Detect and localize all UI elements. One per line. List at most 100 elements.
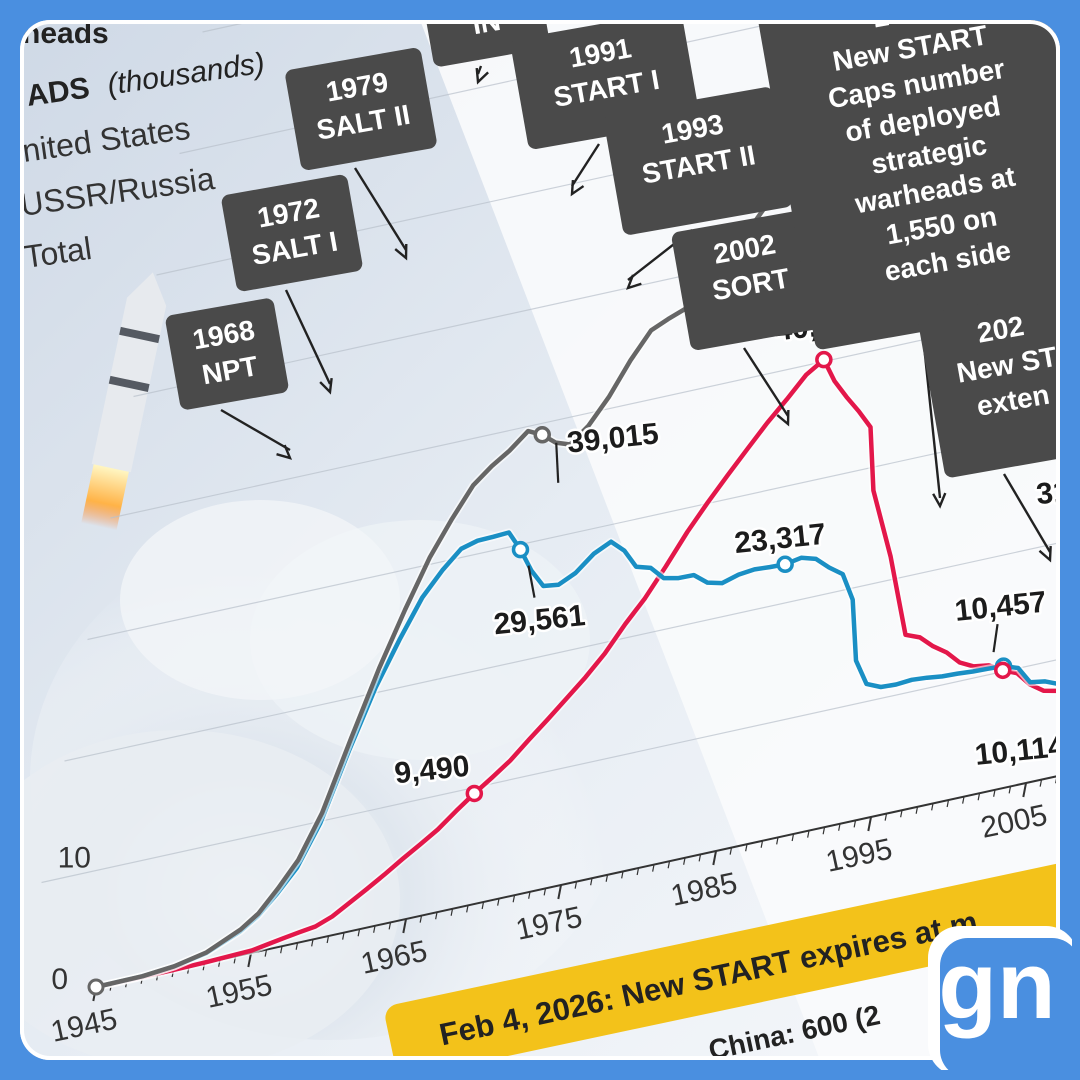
y-tick-label: 0	[51, 963, 68, 996]
x-tick	[791, 833, 795, 842]
grid-line	[87, 425, 1060, 641]
treaty-pointer	[353, 167, 408, 261]
grid-line	[110, 309, 1060, 519]
x-tick	[497, 898, 500, 906]
x-tick	[373, 925, 376, 933]
annotation-marker	[994, 661, 1012, 680]
x-tick	[760, 840, 764, 848]
treaty-box	[285, 48, 437, 170]
annotation-marker	[533, 426, 551, 444]
series-line	[93, 530, 1060, 990]
annotation-marker	[815, 350, 833, 369]
annotation-marker	[511, 540, 530, 559]
x-tick	[481, 901, 485, 910]
treaty-box	[603, 87, 793, 235]
logo-text: gn	[938, 932, 1055, 1039]
x-tick	[590, 878, 593, 886]
infographic-card: 19451955196519751985199520052 010 39,015…	[20, 20, 1060, 1060]
x-tick	[977, 793, 981, 801]
annotation-tick	[992, 623, 999, 653]
x-tick	[884, 813, 888, 821]
x-tick	[1022, 782, 1027, 798]
missile-icon	[81, 272, 167, 531]
x-tick	[962, 796, 965, 804]
treaty-name: IN	[470, 20, 503, 40]
x-tick	[419, 915, 423, 923]
x-tick	[512, 895, 516, 903]
legend-heading: heads	[22, 20, 109, 50]
x-tick	[993, 789, 996, 797]
x-tick	[1039, 779, 1043, 787]
x-tick	[295, 942, 299, 950]
treaty-box	[165, 298, 289, 410]
annotation-tick	[555, 442, 560, 483]
x-tick	[402, 918, 407, 934]
grid-line	[41, 658, 1060, 884]
annotation-value-label: 29,561	[492, 599, 587, 641]
x-tick	[776, 837, 779, 845]
x-tick	[900, 810, 903, 818]
x-tick	[915, 806, 919, 814]
x-tick	[1008, 786, 1012, 794]
x-tick	[574, 881, 578, 889]
x-tick	[357, 929, 361, 937]
x-tick	[867, 816, 872, 832]
x-tick	[1055, 776, 1058, 784]
annotation-tick	[527, 565, 536, 598]
x-tick	[247, 952, 252, 968]
x-tick	[838, 823, 841, 831]
treaty-box	[671, 210, 829, 350]
treaty-pointer	[742, 347, 790, 427]
x-tick	[698, 854, 702, 862]
x-tick	[931, 803, 934, 811]
warheads-chart: 19451955196519751985199520052 010 39,015…	[20, 20, 1060, 1060]
x-tick	[946, 799, 950, 808]
treaty-pointer	[475, 65, 489, 85]
annotation-marker	[465, 784, 484, 803]
expiry-banner	[385, 851, 1060, 1060]
x-tick	[853, 820, 857, 828]
treaty-pointer	[1002, 473, 1052, 563]
x-tick	[280, 946, 283, 954]
x-tick	[683, 857, 686, 865]
origin-marker	[87, 978, 105, 996]
x-tick	[807, 830, 810, 838]
x-tick	[543, 888, 547, 896]
x-tick	[557, 884, 562, 900]
treaty-box	[757, 20, 1060, 350]
x-tick	[636, 867, 640, 876]
x-tick	[435, 912, 438, 920]
x-tick	[342, 932, 345, 940]
x-tick	[667, 861, 671, 869]
x-tick	[326, 935, 330, 944]
grid-line	[64, 542, 1060, 762]
x-tick	[822, 827, 826, 835]
y-tick-label: 10	[58, 842, 91, 875]
gn-logo: gn	[928, 926, 1072, 1070]
x-tick	[264, 949, 268, 957]
annotation-marker	[776, 555, 794, 574]
x-axis-line	[95, 774, 1060, 988]
treaty-box	[918, 288, 1060, 478]
treaty-pointer	[220, 408, 293, 460]
x-tick	[745, 844, 748, 852]
x-tick	[605, 874, 609, 882]
x-tick	[712, 850, 717, 866]
treaty-box	[221, 174, 363, 292]
x-tick	[388, 922, 392, 930]
x-tick	[311, 939, 314, 947]
treaty-pointer	[284, 289, 333, 395]
x-tick	[621, 871, 624, 879]
x-tick	[450, 908, 454, 916]
x-tick	[466, 905, 469, 913]
x-tick	[528, 891, 531, 899]
x-tick	[652, 864, 655, 872]
